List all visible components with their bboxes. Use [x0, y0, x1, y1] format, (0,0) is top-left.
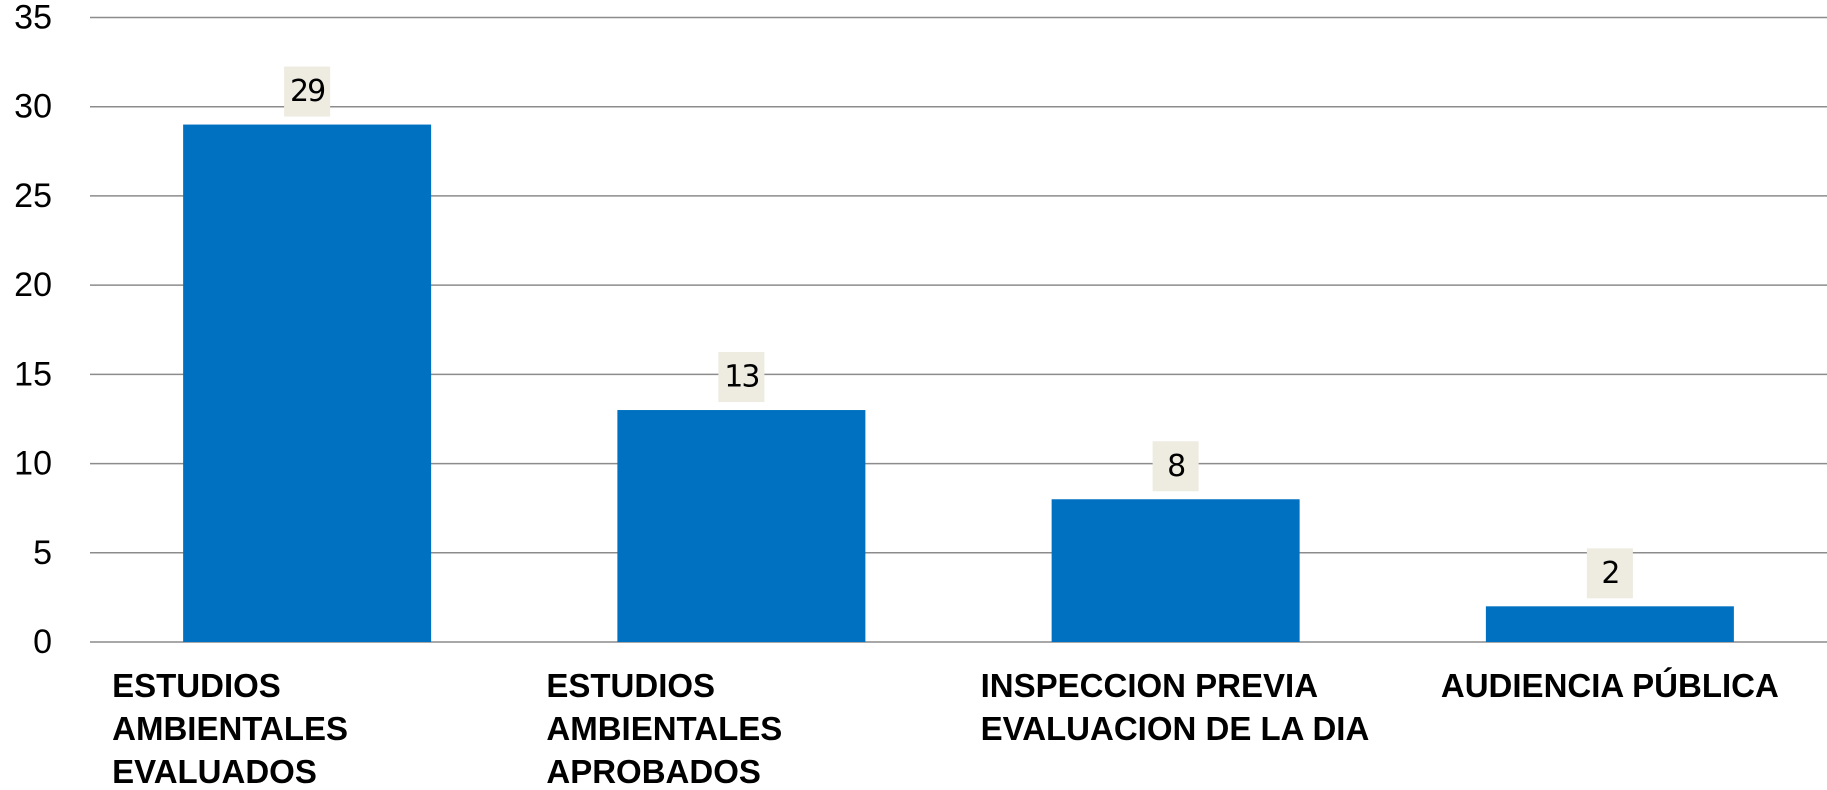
data-label-box: [1586, 548, 1633, 599]
y-tick-label: 5: [33, 534, 52, 572]
bar: [1485, 606, 1734, 642]
x-tick-label: INSPECCION PREVIA EVALUACION DE LA DIA: [980, 667, 1370, 747]
data-label-box: [718, 352, 765, 403]
y-tick-label: 30: [14, 88, 52, 126]
y-tick-label: 20: [14, 266, 52, 304]
data-label-box: [1152, 441, 1199, 492]
data-label-group: 8: [1152, 441, 1199, 492]
x-tick-label: AUDIENCIA PÚBLICA: [1440, 667, 1779, 704]
data-label-group: 2: [1586, 548, 1633, 599]
bar: [1051, 499, 1300, 642]
y-tick-label: 10: [14, 445, 52, 483]
data-label-group: 29: [284, 66, 331, 117]
data-label: 8: [1167, 449, 1185, 484]
y-tick-label: 25: [14, 177, 52, 215]
y-tick-label: 0: [33, 623, 52, 661]
data-label-group: 13: [718, 352, 765, 403]
y-tick-label: 15: [14, 355, 52, 393]
data-label: 29: [290, 74, 324, 109]
bar: [183, 124, 432, 643]
bar: [617, 410, 866, 642]
data-label-box: [284, 66, 331, 117]
x-tick-label: ESTUDIOS AMBIENTALES APROBADOS: [546, 667, 783, 790]
x-tick-label: ESTUDIOS AMBIENTALES EVALUADOS: [112, 667, 349, 790]
data-label: 13: [724, 360, 758, 395]
data-label: 2: [1601, 556, 1618, 591]
y-tick-label: 35: [14, 0, 52, 36]
